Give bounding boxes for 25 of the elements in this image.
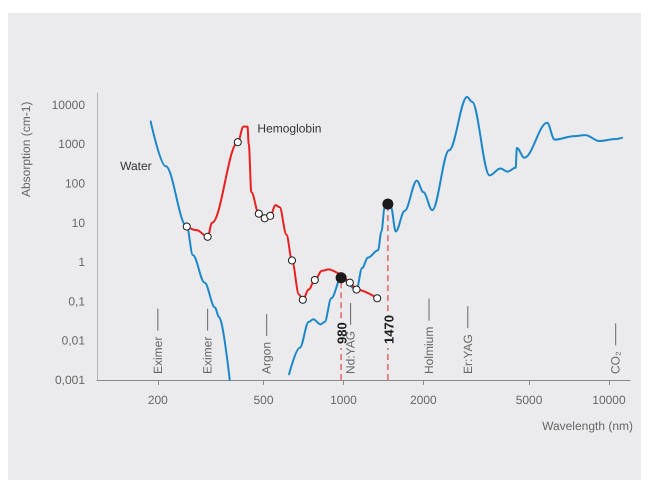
ref-line-label: Holmium: [422, 326, 436, 374]
ref-line-label: Eximer: [200, 336, 215, 374]
ref-line-label: Er:YAG: [460, 334, 475, 374]
x-tick-label: 10000: [592, 393, 626, 407]
y-tick-label: 100: [64, 176, 86, 190]
y-tick-label: 0,1: [68, 294, 86, 308]
series-label: Hemoglobin: [257, 122, 322, 136]
ref-line-label: Argon: [260, 342, 274, 374]
y-tick-label: 0,001: [54, 373, 86, 387]
x-axis-title: Wavelength (nm): [542, 419, 633, 433]
x-tick-label: 1000: [330, 393, 358, 407]
y-axis-title: Absorption (cm-1): [19, 102, 33, 197]
y-tick-label: 10000: [52, 98, 86, 112]
x-tick-label: 2000: [410, 393, 438, 407]
ref-line-label: Eximer: [150, 336, 165, 374]
ref-line-label: 1470: [381, 315, 396, 344]
series-label: Water: [120, 159, 152, 174]
ref-line-label: CO₂: [608, 351, 623, 374]
x-tick-label: 500: [253, 393, 274, 407]
x-tick-label: 5000: [516, 393, 543, 407]
y-tick-label: 1: [78, 255, 86, 270]
y-tick-label: 0,01: [62, 334, 86, 348]
y-tick-label: 1000: [58, 137, 86, 152]
x-tick-label: 200: [148, 393, 168, 407]
y-tick-label: 10: [72, 216, 86, 230]
